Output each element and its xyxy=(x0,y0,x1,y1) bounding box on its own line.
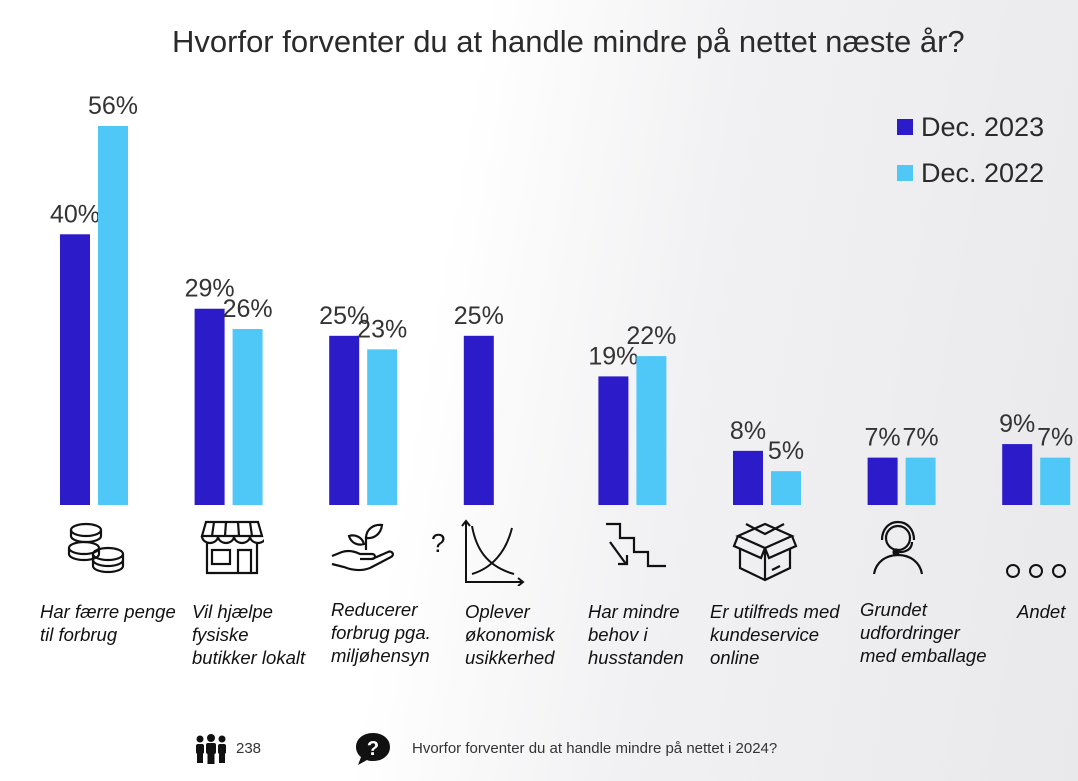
label-line: miljøhensyn xyxy=(331,645,430,666)
footer-question: Hvorfor forventer du at handle mindre på… xyxy=(412,740,778,757)
label-line: online xyxy=(710,647,760,668)
label-line: Har mindre xyxy=(588,601,680,622)
label-line: Er utilfreds med xyxy=(710,601,840,622)
category-label: Har mindre behov i husstanden xyxy=(588,600,684,669)
label-line: med emballage xyxy=(860,645,987,666)
category-label: Andet xyxy=(1017,600,1065,623)
bar-2022-0 xyxy=(98,126,128,505)
data-label: 7% xyxy=(1037,424,1073,452)
label-line: til forbrug xyxy=(40,624,118,645)
legend-item-2023: Dec. 2023 xyxy=(897,104,1044,150)
legend-label-2022: Dec. 2022 xyxy=(921,157,1045,188)
category-label: Har færre penge til forbrug xyxy=(40,600,176,646)
data-label: 7% xyxy=(903,424,939,452)
label-line: Har færre penge xyxy=(40,601,176,622)
bar-2023-3 xyxy=(463,335,494,505)
support-headset-icon xyxy=(872,520,924,575)
bar-2023-5 xyxy=(733,450,763,505)
data-label: 26% xyxy=(223,295,273,323)
data-label: 19% xyxy=(588,342,638,370)
more-dots-icon xyxy=(1006,564,1066,578)
data-label: 23% xyxy=(357,315,407,343)
data-label: 7% xyxy=(865,424,901,452)
people-icon xyxy=(196,734,226,764)
respondent-count: 238 xyxy=(236,740,262,757)
category-label: Er utilfreds med kundeservice online xyxy=(710,600,840,669)
bar-2023-4 xyxy=(598,376,629,505)
bar-2023-0 xyxy=(60,234,90,506)
label-line: økonomisk xyxy=(465,624,555,645)
category-label: Oplever økonomisk usikkerhed xyxy=(465,600,554,669)
bar-2022-7 xyxy=(1040,457,1071,505)
bar-2023-7 xyxy=(1002,444,1033,505)
svg-text:?: ? xyxy=(367,738,379,760)
bar-2022-2 xyxy=(367,349,398,505)
legend: Dec. 2023 Dec. 2022 xyxy=(897,104,1044,196)
data-label: 25% xyxy=(319,302,369,330)
bar-2022-6 xyxy=(905,457,936,505)
category-label: Grundet udfordringer med emballage xyxy=(860,598,987,667)
data-label: 25% xyxy=(454,302,504,330)
label-line: forbrug pga. xyxy=(331,622,431,643)
bar-2023-6 xyxy=(867,457,898,505)
bar-2022-4 xyxy=(636,356,667,505)
stairs-down-icon xyxy=(606,522,666,568)
legend-label-2023: Dec. 2023 xyxy=(921,111,1045,142)
label-line: behov i xyxy=(588,624,648,645)
bar-2022-5 xyxy=(771,471,801,505)
category-label: Reducerer forbrug pga. miljøhensyn xyxy=(331,598,431,667)
data-label: 5% xyxy=(768,437,804,465)
category-label: Vil hjælpe fysiske butikker lokalt xyxy=(192,600,305,669)
data-label: 40% xyxy=(50,200,100,228)
data-label: 22% xyxy=(626,322,676,350)
open-box-icon xyxy=(732,522,798,582)
bar-2023-2 xyxy=(329,335,360,505)
data-label: 9% xyxy=(999,410,1035,438)
storefront-icon xyxy=(200,520,264,575)
label-line: kundeservice xyxy=(710,624,820,645)
economic-chart-question-icon: ? xyxy=(431,519,525,586)
bar-2022-1 xyxy=(232,329,263,505)
coins-icon xyxy=(67,522,125,574)
bar-2023-1 xyxy=(194,308,225,505)
legend-swatch-2022 xyxy=(897,165,913,181)
data-label: 8% xyxy=(730,417,766,445)
label-line: Vil hjælpe xyxy=(192,601,273,622)
question-bubble-icon: ? xyxy=(356,733,390,765)
label-line: udfordringer xyxy=(860,622,960,643)
label-line: Grundet xyxy=(860,599,927,620)
legend-swatch-2023 xyxy=(897,119,913,135)
label-line: Reducerer xyxy=(331,599,418,620)
label-line: husstanden xyxy=(588,647,684,668)
label-line: Andet xyxy=(1017,601,1066,622)
label-line: Oplever xyxy=(465,601,530,622)
label-line: butikker lokalt xyxy=(192,647,306,668)
svg-text:?: ? xyxy=(431,528,445,558)
plant-hand-icon xyxy=(331,523,394,572)
label-line: fysiske xyxy=(192,624,249,645)
data-label: 56% xyxy=(88,92,138,120)
label-line: usikkerhed xyxy=(465,647,555,668)
chart-title: Hvorfor forventer du at handle mindre på… xyxy=(172,24,965,59)
data-label: 29% xyxy=(185,275,235,303)
legend-item-2022: Dec. 2022 xyxy=(897,150,1044,196)
